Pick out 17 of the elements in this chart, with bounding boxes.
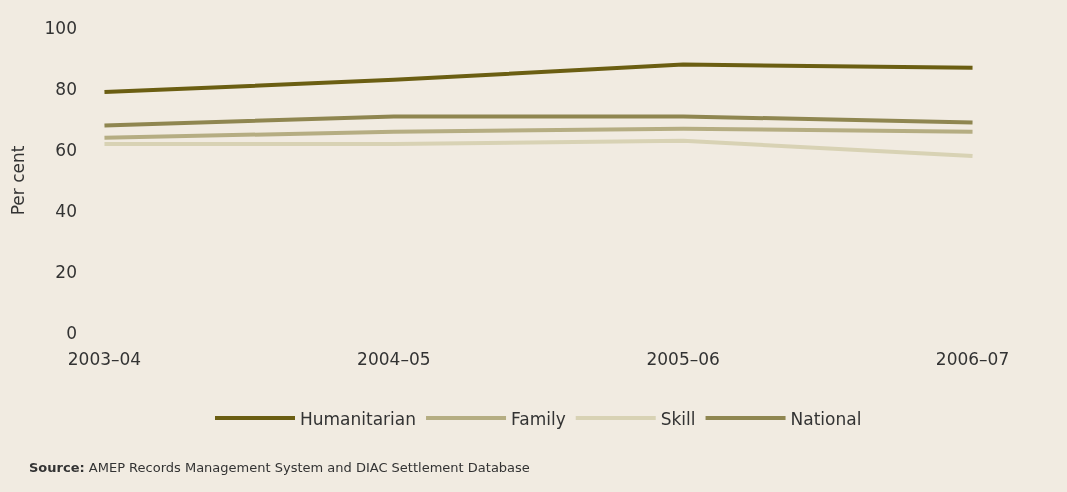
x-tick-label: 2003–04 — [67, 349, 142, 369]
legend-label: National — [790, 408, 862, 429]
y-tick-label: 0 — [66, 322, 77, 343]
y-tick-label: 80 — [55, 78, 77, 99]
source-note: Source: AMEP Records Management System and DIAC Settlement Database — [29, 460, 530, 475]
y-tick-label: 60 — [55, 139, 77, 160]
line-series — [102, 62, 975, 95]
x-tick-label: 2004–05 — [357, 349, 431, 369]
y-tick-label: 20 — [55, 261, 77, 282]
legend-label: Family — [511, 408, 566, 429]
y-tick-label: 40 — [55, 200, 77, 221]
y-tick-label: 100 — [44, 17, 77, 38]
legend-label: Humanitarian — [300, 408, 417, 429]
legend-label: Skill — [660, 408, 696, 429]
x-tick-label: 2005–06 — [646, 349, 720, 369]
y-axis-title: Per cent — [8, 145, 29, 216]
x-tick-label: 2006–07 — [935, 349, 1010, 369]
